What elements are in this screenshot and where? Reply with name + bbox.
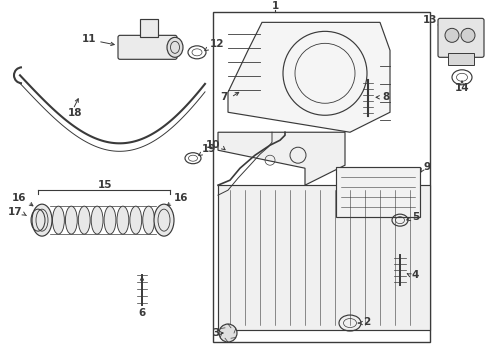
Text: 16: 16 (12, 193, 26, 203)
Text: 19: 19 (202, 144, 216, 154)
Ellipse shape (104, 206, 116, 234)
Text: 11: 11 (81, 34, 96, 44)
Ellipse shape (142, 206, 154, 234)
Ellipse shape (91, 206, 103, 234)
Text: 10: 10 (205, 140, 220, 150)
Text: 15: 15 (98, 180, 112, 190)
FancyBboxPatch shape (437, 18, 483, 57)
Text: 8: 8 (381, 92, 388, 102)
Text: 1: 1 (271, 1, 278, 12)
Polygon shape (218, 132, 345, 185)
Bar (218, 185, 429, 330)
Text: 4: 4 (411, 270, 419, 280)
Text: 17: 17 (7, 207, 22, 217)
Text: 9: 9 (423, 162, 430, 172)
Text: 18: 18 (68, 108, 82, 118)
Text: 7: 7 (220, 92, 227, 102)
Circle shape (219, 324, 237, 342)
Ellipse shape (117, 206, 128, 234)
Ellipse shape (155, 206, 167, 234)
Text: 6: 6 (138, 308, 145, 318)
Ellipse shape (52, 206, 64, 234)
Ellipse shape (167, 37, 183, 57)
Text: 3: 3 (212, 328, 220, 338)
Ellipse shape (130, 206, 142, 234)
Bar (140, 19, 158, 37)
Ellipse shape (32, 204, 52, 236)
Circle shape (444, 28, 458, 42)
Text: 2: 2 (362, 317, 369, 327)
FancyBboxPatch shape (118, 35, 177, 59)
Text: 5: 5 (411, 212, 418, 222)
Ellipse shape (78, 206, 90, 234)
Bar (447, 53, 473, 65)
Polygon shape (227, 22, 389, 132)
Text: 16: 16 (174, 193, 188, 203)
Text: 14: 14 (454, 83, 468, 93)
Circle shape (460, 28, 474, 42)
Ellipse shape (65, 206, 77, 234)
Ellipse shape (154, 204, 174, 236)
Bar (213, 12, 429, 342)
Text: 12: 12 (209, 39, 224, 49)
Bar (335, 167, 419, 217)
Text: 13: 13 (422, 15, 436, 25)
